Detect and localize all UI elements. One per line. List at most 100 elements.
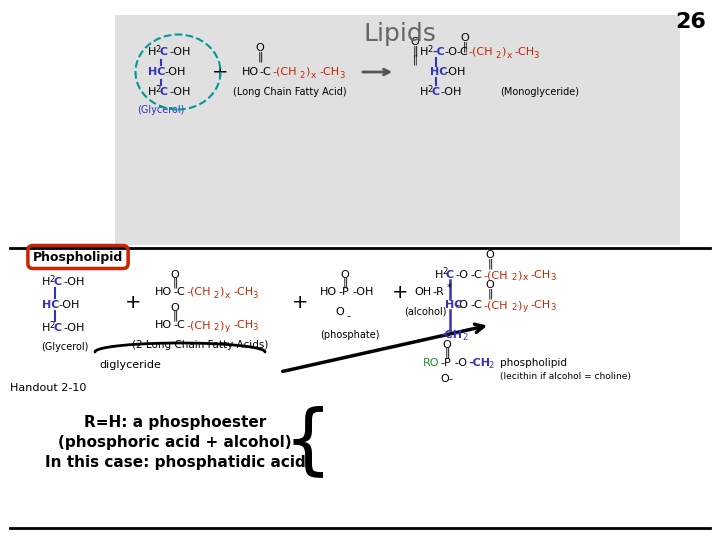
Text: +: +	[292, 293, 308, 312]
Text: 2: 2	[49, 274, 54, 284]
Text: H: H	[420, 87, 428, 97]
Text: -C: -C	[259, 67, 271, 77]
Text: ‖: ‖	[342, 278, 348, 288]
Text: -CH: -CH	[468, 358, 490, 368]
Text: 2: 2	[511, 303, 516, 313]
Text: O: O	[256, 43, 264, 53]
Text: (Long Chain Fatty Acid): (Long Chain Fatty Acid)	[233, 87, 347, 97]
Text: H: H	[420, 47, 428, 57]
Text: -OH: -OH	[352, 287, 374, 297]
Text: O: O	[443, 340, 451, 350]
Text: ‖: ‖	[462, 42, 467, 52]
Text: -OH: -OH	[164, 67, 185, 77]
FancyBboxPatch shape	[115, 15, 680, 245]
Text: -(CH: -(CH	[186, 320, 210, 330]
Text: -R: -R	[432, 287, 444, 297]
Text: RO: RO	[423, 358, 439, 368]
Text: C: C	[432, 87, 440, 97]
Text: -C: -C	[432, 47, 445, 57]
Text: R=H: a phosphoester: R=H: a phosphoester	[84, 415, 266, 429]
Text: -OH: -OH	[169, 47, 190, 57]
Text: (Glycerol): (Glycerol)	[138, 105, 185, 115]
Text: HO: HO	[242, 67, 259, 77]
Text: -(CH: -(CH	[272, 67, 297, 77]
Text: HC: HC	[148, 67, 166, 77]
Text: -OH: -OH	[63, 277, 84, 287]
Text: HO: HO	[155, 287, 172, 297]
Text: -O: -O	[455, 300, 468, 310]
Text: 3: 3	[550, 273, 555, 282]
Text: H: H	[435, 270, 444, 280]
Text: ): )	[305, 67, 310, 77]
Text: 2: 2	[49, 321, 54, 329]
Text: HO: HO	[320, 287, 337, 297]
Text: -C: -C	[173, 320, 185, 330]
Text: ‖: ‖	[413, 46, 418, 56]
Text: ‖: ‖	[444, 348, 450, 358]
Text: 26: 26	[675, 12, 706, 32]
Text: (phosphate): (phosphate)	[320, 330, 379, 340]
Text: {: {	[284, 405, 332, 479]
Text: +: +	[392, 282, 408, 301]
Text: -P: -P	[338, 287, 348, 297]
Text: H: H	[42, 277, 50, 287]
Text: 2: 2	[155, 84, 161, 93]
Text: C: C	[160, 47, 168, 57]
Text: -(CH: -(CH	[468, 47, 492, 57]
Text: 3: 3	[252, 291, 257, 300]
Text: C: C	[54, 277, 62, 287]
Text: *: *	[447, 283, 451, 293]
Text: -: -	[448, 374, 452, 384]
Text: O: O	[485, 250, 495, 260]
Text: 2: 2	[488, 361, 493, 370]
Text: C: C	[160, 87, 168, 97]
Text: -CH: -CH	[530, 300, 550, 310]
Text: -: -	[346, 311, 350, 321]
Text: 3: 3	[252, 323, 257, 333]
Text: y: y	[523, 303, 528, 313]
Text: OH: OH	[414, 287, 431, 297]
Text: O: O	[171, 270, 179, 280]
Text: -(CH: -(CH	[186, 287, 210, 297]
Text: 2: 2	[462, 334, 467, 342]
Text: O: O	[440, 374, 449, 384]
Text: (Monoglyceride): (Monoglyceride)	[500, 87, 579, 97]
Text: 2: 2	[511, 273, 516, 282]
Text: O: O	[171, 303, 179, 313]
Text: ): )	[501, 47, 505, 57]
Text: Lipids: Lipids	[364, 22, 436, 46]
Text: -CH: -CH	[233, 287, 253, 297]
Text: H: H	[148, 47, 156, 57]
Text: 3: 3	[533, 51, 539, 59]
Text: O: O	[485, 280, 495, 290]
Text: Phospholipid: Phospholipid	[33, 251, 123, 264]
Text: -C: -C	[456, 47, 468, 57]
Text: -C: -C	[173, 287, 185, 297]
Text: ‖: ‖	[487, 289, 492, 299]
Text: -O: -O	[444, 47, 457, 57]
Text: -C: -C	[470, 300, 482, 310]
Text: -CH: -CH	[319, 67, 339, 77]
Text: ): )	[517, 300, 521, 310]
Text: ): )	[219, 320, 223, 330]
Text: C: C	[54, 323, 62, 333]
Text: -(CH: -(CH	[483, 270, 508, 280]
Text: 2: 2	[213, 291, 218, 300]
Text: ): )	[517, 270, 521, 280]
Text: y: y	[225, 323, 230, 333]
Text: 3: 3	[550, 303, 555, 313]
Text: -C: -C	[470, 270, 482, 280]
Text: H: H	[148, 87, 156, 97]
Text: x: x	[523, 273, 528, 282]
Text: (alcohol): (alcohol)	[404, 307, 446, 317]
Text: diglyceride: diglyceride	[99, 360, 161, 370]
Text: -CH: -CH	[514, 47, 534, 57]
Text: -P: -P	[440, 358, 451, 368]
Text: -CH: -CH	[233, 320, 253, 330]
Text: -OH: -OH	[169, 87, 190, 97]
Text: 2: 2	[213, 323, 218, 333]
Text: HC: HC	[430, 67, 447, 77]
Text: ): )	[219, 287, 223, 297]
Text: (2 Long Chain Fatty Acids): (2 Long Chain Fatty Acids)	[132, 340, 268, 350]
Text: 2: 2	[299, 71, 305, 79]
